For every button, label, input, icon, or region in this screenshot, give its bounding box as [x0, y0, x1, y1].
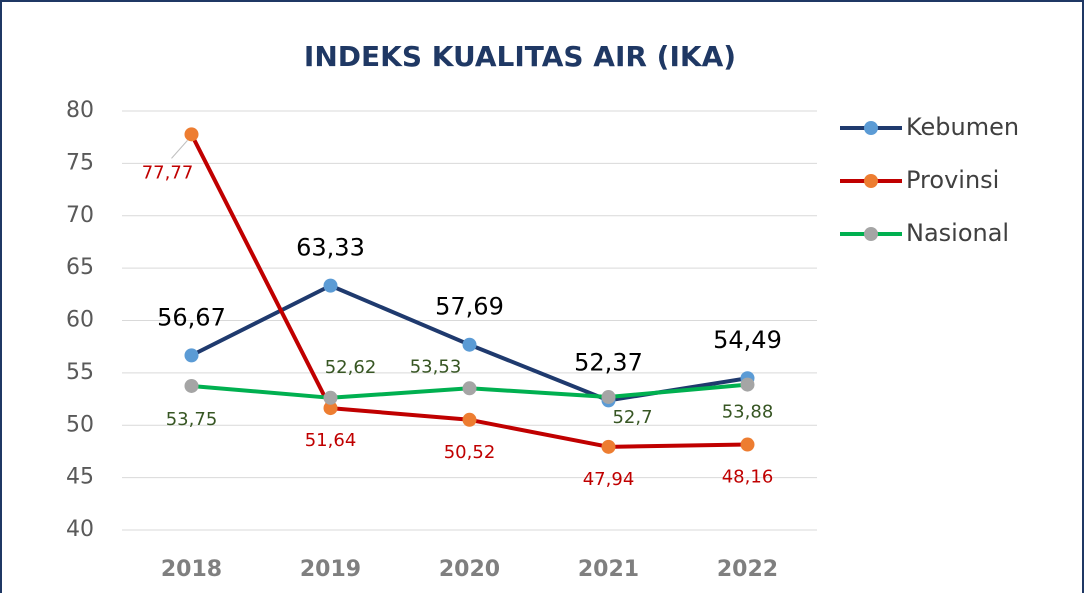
- data-point: [323, 401, 338, 416]
- y-tick-label: 45: [66, 465, 94, 490]
- y-tick-label: 55: [66, 360, 94, 385]
- data-label: 47,94: [583, 469, 635, 490]
- leader-line: [171, 140, 188, 159]
- data-label: 77,77: [142, 162, 194, 183]
- y-tick-label: 40: [66, 517, 94, 542]
- y-tick-label: 60: [66, 308, 94, 333]
- data-point: [601, 389, 616, 404]
- data-point: [740, 377, 755, 392]
- x-tick-label: 2018: [161, 557, 222, 582]
- data-point: [462, 337, 477, 352]
- x-tick-label: 2020: [439, 557, 500, 582]
- legend-marker: [864, 227, 878, 241]
- data-point: [462, 412, 477, 427]
- x-tick-label: 2019: [300, 557, 361, 582]
- data-point: [184, 378, 199, 393]
- data-label: 52,62: [325, 357, 377, 378]
- data-point: [184, 348, 199, 363]
- data-point: [462, 381, 477, 396]
- y-tick-label: 65: [66, 255, 94, 280]
- data-label: 57,69: [435, 293, 504, 321]
- data-label: 53,88: [722, 402, 774, 423]
- y-tick-label: 50: [66, 412, 94, 437]
- data-point: [601, 439, 616, 454]
- legend-label: Kebumen: [906, 113, 1019, 141]
- x-tick-label: 2022: [717, 557, 778, 582]
- data-label: 48,16: [722, 467, 774, 488]
- data-point: [323, 278, 338, 293]
- x-tick-label: 2021: [578, 557, 639, 582]
- data-point: [740, 437, 755, 452]
- data-label: 52,37: [574, 348, 643, 376]
- data-label: 50,52: [444, 442, 496, 463]
- legend-marker: [864, 121, 878, 135]
- y-tick-label: 75: [66, 150, 94, 175]
- legend-label: Nasional: [906, 219, 1009, 247]
- data-label: 54,49: [713, 326, 782, 354]
- data-label: 51,64: [305, 430, 357, 451]
- y-tick-label: 70: [66, 203, 94, 228]
- data-label: 53,53: [410, 356, 462, 377]
- data-point: [184, 127, 199, 142]
- legend-label: Provinsi: [906, 166, 999, 194]
- legend-marker: [864, 174, 878, 188]
- chart-title: INDEKS KUALITAS AIR (IKA): [304, 40, 736, 73]
- y-tick-label: 80: [66, 98, 94, 123]
- data-label: 63,33: [296, 234, 365, 262]
- data-label: 52,7: [612, 407, 652, 428]
- data-point: [323, 390, 338, 405]
- data-label: 53,75: [166, 409, 218, 430]
- data-label: 56,67: [157, 303, 226, 331]
